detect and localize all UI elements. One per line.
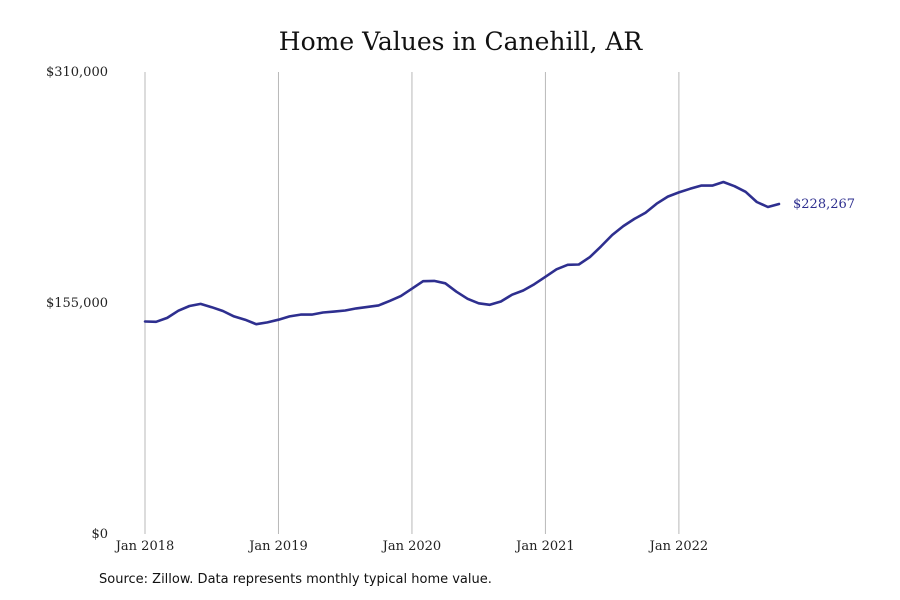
x-axis: Jan 2018 Jan 2019 Jan 2020 Jan 2021 Jan 2022 [114,539,708,554]
y-tick-label: $155,000 [46,296,108,311]
x-tick-label: Jan 2022 [648,539,709,554]
x-tick-label: Jan 2020 [381,539,442,554]
y-axis: $0 $155,000 $310,000 [46,65,108,542]
x-tick-label: Jan 2019 [247,539,308,554]
y-tick-label: $310,000 [46,65,108,80]
series-line [143,180,781,326]
series-layer: $228,267 [143,180,855,326]
end-value-label: $228,267 [793,197,855,212]
source-note: Source: Zillow. Data represents monthly … [99,572,492,587]
x-tick-label: Jan 2021 [514,539,575,554]
y-tick-label: $0 [91,527,108,542]
grid-lines [144,72,680,534]
chart-title: Home Values in Canehill, AR [278,27,643,56]
x-tick-label: Jan 2018 [114,539,175,554]
